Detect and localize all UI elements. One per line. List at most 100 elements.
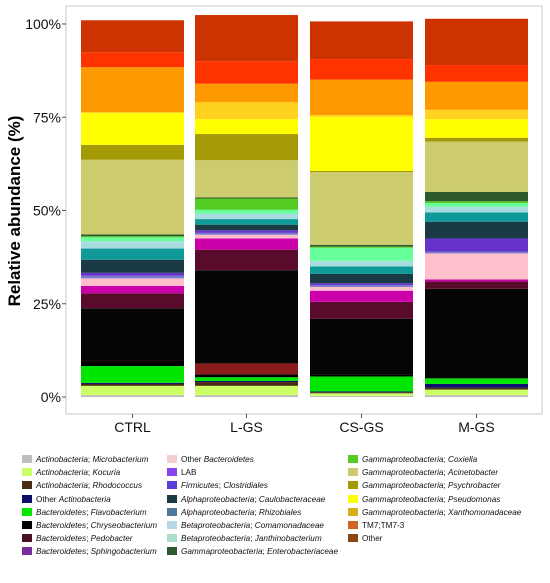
- bar-segment-m-gs-14: [425, 221, 528, 239]
- legend-swatch: [22, 521, 32, 529]
- legend-label-part: ;: [86, 521, 91, 530]
- legend-label-part: Microbacterium: [92, 455, 149, 464]
- legend-label-part: Gammaproteobacteria: [362, 507, 444, 517]
- legend-label-part: Clostridiales: [223, 481, 268, 491]
- legend-swatch: [22, 455, 32, 463]
- legend-label-part: Flavobacterium: [90, 507, 147, 517]
- bar-segment-l-gs-11: [195, 234, 298, 239]
- legend-label: Other Bacteroidetes: [181, 453, 254, 466]
- y-axis-label: Relative abundance (%): [5, 116, 24, 307]
- legend-swatch: [167, 534, 177, 543]
- legend-label-part: Alphaproteobacteria: [181, 507, 255, 517]
- bar-segment-m-gs-1: [425, 389, 528, 396]
- bar-segment-cs-gs-14: [310, 273, 413, 284]
- legend-swatch: [348, 534, 358, 543]
- bar-segment-m-gs-26: [425, 18, 528, 66]
- legend-label-part: ;: [254, 507, 259, 517]
- bar-segment-m-gs-24: [425, 81, 528, 110]
- legend-label: Firmicutes; Clostridiales: [181, 479, 268, 492]
- bars-layer: [81, 15, 528, 397]
- bar-segment-cs-gs-22: [310, 116, 413, 171]
- bar-segment-m-gs-15: [425, 212, 528, 222]
- legend-swatch: [348, 455, 358, 463]
- bar-segment-l-gs-15: [195, 219, 298, 225]
- bar-segment-ctrl-1: [81, 385, 184, 396]
- bar-segment-cs-gs-2: [310, 392, 413, 394]
- legend-label-part: ;: [87, 468, 93, 478]
- bar-segment-cs-gs-4: [310, 376, 413, 392]
- legend-label-part: Coxiella: [448, 455, 478, 464]
- bar-segment-cs-gs-17: [310, 247, 413, 261]
- bar-segment-l-gs-5: [195, 374, 298, 378]
- legend-label-part: ;: [443, 468, 449, 478]
- bar-segment-ctrl-20: [81, 159, 184, 235]
- legend-label: Betaproteobacteria; Janthinobacterium: [181, 532, 322, 545]
- bar-segment-m-gs-4: [425, 378, 528, 384]
- bar-segment-l-gs-3: [195, 380, 298, 383]
- bar-segment-m-gs-8: [425, 288, 528, 377]
- bar-segment-ctrl-15: [81, 248, 184, 260]
- legend-swatch: [167, 468, 177, 477]
- bar-segment-ctrl-16: [81, 241, 184, 249]
- bar-segment-l-gs-24: [195, 83, 298, 103]
- legend-label: Alphaproteobacteria; Caulobacteraceae: [181, 493, 325, 506]
- legend-label-part: Bacteroidetes: [203, 455, 254, 464]
- bar-segment-m-gs-22: [425, 119, 528, 138]
- legend-label-part: Betaproteobacteria: [181, 521, 251, 530]
- legend-label-part: Chryseobacterium: [90, 521, 158, 530]
- legend-swatch: [167, 507, 177, 516]
- legend-label-part: Other: [36, 494, 59, 504]
- legend-label: Betaproteobacteria; Comamonadaceae: [181, 519, 324, 532]
- y-tick-label: 75%: [33, 109, 61, 125]
- bar-segment-ctrl-11: [81, 278, 184, 286]
- bar-segment-m-gs-3: [425, 383, 528, 388]
- legend-label-part: Enterobacteriaceae: [267, 547, 339, 557]
- legend-label-part: LAB: [181, 468, 197, 478]
- bar-segment-cs-gs-21: [310, 170, 413, 173]
- bar-segment-cs-gs-23: [310, 115, 413, 117]
- legend-label-part: ;: [254, 494, 259, 504]
- legend-swatch: [22, 468, 32, 477]
- bar-segment-l-gs-18: [195, 198, 298, 210]
- legend-label-part: ;: [86, 507, 91, 517]
- legend-label: Gammaproteobacteria; Acinetobacter: [362, 466, 498, 479]
- legend-label: TM7;TM7-3: [362, 519, 404, 532]
- legend-label-part: Xanthomonadaceae: [448, 507, 522, 517]
- legend-label: Bacteroidetes; Chryseobacterium: [36, 519, 157, 532]
- bar-segment-ctrl-25: [81, 52, 184, 68]
- bar-segment-cs-gs-0: [310, 395, 413, 397]
- legend-label-part: ;: [443, 507, 449, 517]
- bar-segment-m-gs-20: [425, 141, 528, 192]
- legend-label-part: ;: [262, 547, 268, 557]
- legend-label-part: ;: [87, 481, 93, 491]
- y-tick-label: 25%: [33, 296, 61, 312]
- bar-segment-cs-gs-24: [310, 79, 413, 116]
- bar-segment-l-gs-2: [195, 382, 298, 386]
- legend-label-part: Gammaproteobacteria: [181, 547, 263, 557]
- legend-label-part: ;: [86, 534, 91, 544]
- bar-segment-m-gs-21: [425, 137, 528, 142]
- legend-label-part: Actinobacteria: [36, 481, 88, 491]
- legend-label-part: ;: [218, 481, 224, 491]
- legend-label-part: Bacteroidetes: [36, 534, 87, 544]
- bar-segment-ctrl-2: [81, 383, 184, 386]
- legend-label-part: Kocuria: [92, 468, 121, 478]
- bar-segment-l-gs-1: [195, 385, 298, 396]
- legend-label-part: Gammaproteobacteria: [362, 468, 444, 478]
- legend-swatch: [167, 547, 177, 556]
- bar-segment-l-gs-16: [195, 213, 298, 220]
- bar-segment-cs-gs-8: [310, 318, 413, 375]
- legend-label-part: Caulobacteraceae: [258, 494, 326, 504]
- legend-label-part: Actinobacteria: [58, 494, 111, 504]
- bar-segment-m-gs-23: [425, 109, 528, 120]
- legend-label-part: Firmicutes: [181, 481, 219, 491]
- legend-swatch: [22, 494, 32, 503]
- bar-segment-ctrl-21: [81, 144, 184, 160]
- y-tick-label: 0%: [41, 389, 61, 405]
- legend-label: Gammaproteobacteria; Pseudomonas: [362, 493, 500, 506]
- bar-segment-m-gs-16: [425, 206, 528, 213]
- legend-swatch: [167, 494, 177, 503]
- legend-label-part: Janthinobacterium: [254, 534, 322, 544]
- bar-segment-l-gs-13: [195, 230, 298, 233]
- bar-segment-l-gs-0: [195, 395, 298, 397]
